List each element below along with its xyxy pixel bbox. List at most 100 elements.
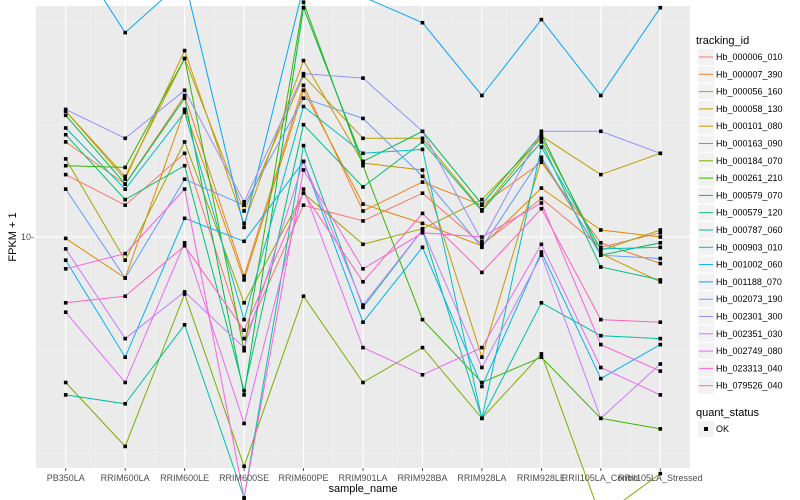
data-point	[539, 355, 544, 359]
data-point	[242, 225, 246, 230]
data-point	[658, 336, 663, 341]
data-point	[123, 444, 127, 449]
data-point	[420, 345, 425, 350]
data-point	[539, 17, 544, 22]
data-point	[182, 177, 187, 181]
data-point	[63, 380, 68, 385]
legend-label: Hb_002351_030	[716, 329, 783, 339]
data-point	[420, 231, 425, 235]
data-point	[123, 203, 127, 207]
data-point	[599, 247, 603, 251]
data-point	[599, 342, 603, 347]
data-point	[420, 180, 425, 184]
data-point	[658, 471, 663, 476]
data-point	[658, 261, 663, 266]
data-point	[420, 228, 425, 232]
data-point	[658, 393, 663, 397]
data-point	[420, 168, 425, 172]
data-point	[301, 143, 306, 148]
legend-key-square-ok	[704, 427, 708, 431]
data-point	[242, 496, 246, 500]
data-point	[420, 211, 425, 216]
data-point	[658, 245, 663, 250]
data-point	[301, 191, 306, 195]
data-point	[599, 416, 603, 421]
data-point	[182, 292, 187, 296]
data-point	[539, 145, 544, 149]
data-point	[361, 303, 365, 307]
data-point	[539, 134, 544, 138]
data-point	[242, 203, 246, 207]
data-point	[123, 294, 127, 298]
data-point	[599, 253, 603, 257]
data-point	[658, 256, 663, 261]
data-point	[63, 132, 68, 137]
data-point	[123, 197, 127, 202]
data-point	[658, 320, 663, 324]
data-point	[361, 209, 365, 213]
data-point	[480, 197, 484, 202]
legend-title-tracking-id: tracking_id	[696, 35, 749, 47]
data-point	[480, 202, 484, 206]
data-point	[658, 235, 663, 239]
data-point	[182, 244, 187, 248]
legend-label: Hb_002749_080	[716, 346, 783, 356]
data-point	[63, 258, 68, 262]
data-point	[242, 221, 246, 226]
data-point	[301, 294, 306, 298]
data-point	[123, 165, 127, 170]
legend-label: Hb_002073_190	[716, 294, 783, 304]
data-point	[123, 187, 127, 191]
data-point	[63, 107, 68, 112]
data-point	[182, 110, 187, 115]
data-point	[182, 140, 187, 144]
data-point	[182, 241, 187, 245]
x-tick-label: RRIM928LE	[517, 473, 566, 483]
data-point	[301, 96, 306, 100]
data-point	[361, 163, 365, 168]
data-point	[242, 393, 246, 397]
data-point	[182, 323, 187, 327]
legend-label: Hb_002301_300	[716, 312, 783, 322]
data-point	[539, 242, 544, 247]
data-point	[539, 132, 544, 136]
data-point	[123, 355, 127, 359]
data-point	[420, 221, 425, 226]
data-point	[123, 380, 127, 385]
data-point	[301, 58, 306, 63]
data-point	[182, 187, 187, 191]
x-axis-title: sample_name	[328, 483, 397, 495]
data-point	[539, 129, 544, 134]
data-point	[242, 209, 246, 213]
data-point	[123, 136, 127, 141]
data-point	[361, 219, 365, 223]
data-point	[361, 151, 365, 156]
x-tick-label: RRII105LA_Control	[562, 473, 640, 483]
legend-color-items: Hb_000006_010 Hb_000007_390 Hb_000056_160 H…	[698, 49, 783, 394]
legend-label: Hb_000903_010	[716, 242, 783, 252]
data-point	[599, 376, 603, 381]
data-point	[182, 93, 187, 98]
data-point	[539, 253, 544, 257]
data-point	[658, 278, 663, 282]
data-point	[539, 201, 544, 205]
x-axis: PB350LA RRIM600LA RRIM600LE RRIM600SE RRIM60…	[47, 468, 703, 483]
data-point	[242, 336, 246, 341]
data-point	[480, 270, 484, 275]
legend: tracking_id Hb_000006_010Hb_000007_390Hb…	[696, 35, 783, 437]
data-point	[63, 157, 68, 161]
data-point	[63, 113, 68, 118]
data-point	[242, 328, 246, 332]
y-axis: 10-	[21, 232, 34, 242]
data-point	[182, 290, 187, 294]
data-point	[242, 274, 246, 278]
data-point	[123, 182, 127, 186]
data-point	[361, 76, 365, 80]
data-point	[361, 116, 365, 121]
data-point	[480, 365, 484, 370]
data-point	[301, 122, 306, 127]
data-point	[480, 416, 484, 421]
data-point	[480, 93, 484, 98]
data-point	[301, 71, 306, 76]
